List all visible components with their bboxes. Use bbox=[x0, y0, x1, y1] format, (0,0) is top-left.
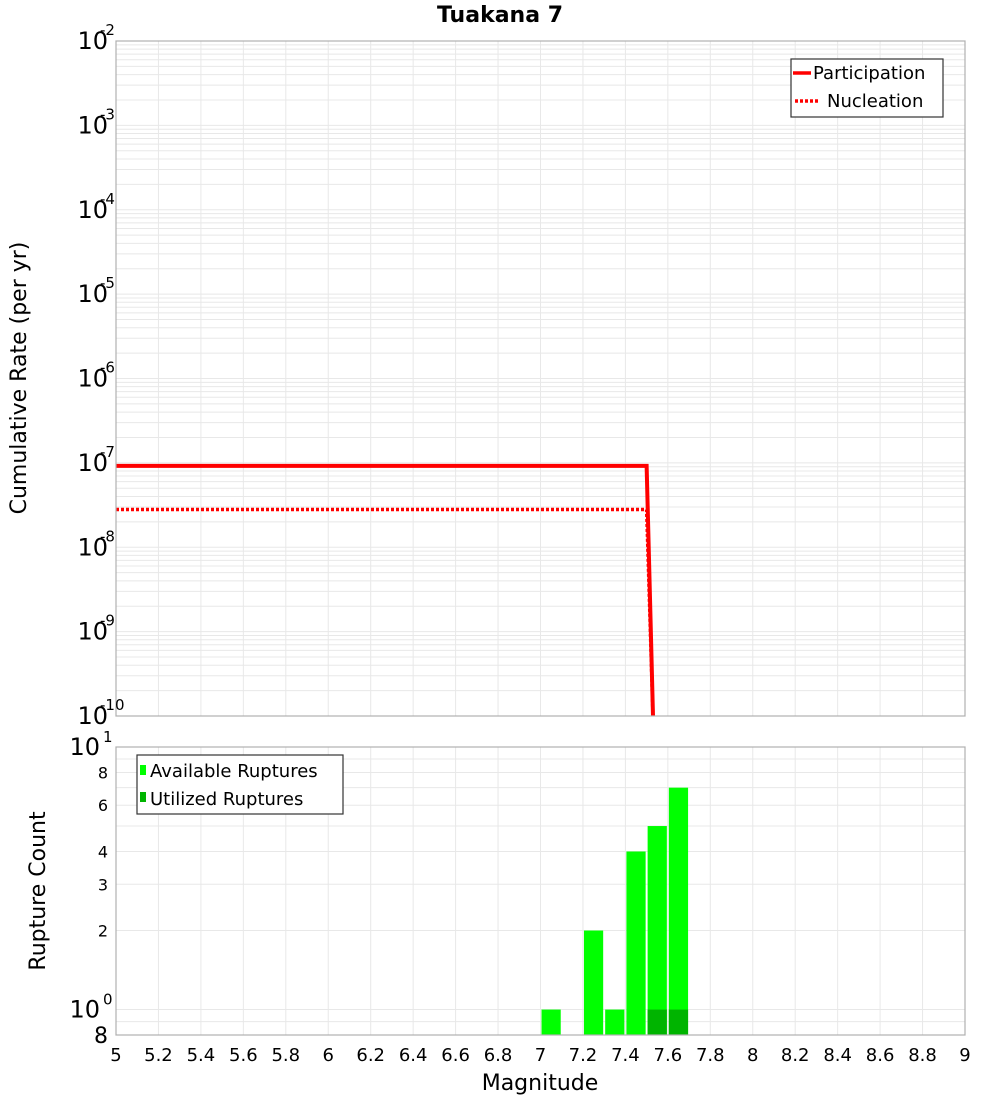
x-tick-label: 7 bbox=[535, 1045, 546, 1066]
count-plot-bars bbox=[542, 788, 689, 1035]
x-tick-label: 5.2 bbox=[144, 1045, 173, 1066]
nucleation-line bbox=[116, 510, 653, 716]
utilized-legend-label: Utilized Ruptures bbox=[150, 789, 303, 810]
svg-text:-6: -6 bbox=[100, 359, 115, 377]
participation-legend-label: Participation bbox=[813, 63, 925, 84]
available-ruptures-bar bbox=[626, 851, 645, 1035]
x-axis-label: Magnitude bbox=[482, 1071, 599, 1096]
svg-text:4: 4 bbox=[98, 842, 108, 861]
svg-text:2: 2 bbox=[98, 922, 108, 941]
x-tick-label: 7.8 bbox=[696, 1045, 725, 1066]
y-tick-label: 10-9 bbox=[77, 612, 115, 646]
chart-canvas: Tuakana 7 10-210-310-410-510-610-710-810… bbox=[0, 0, 1000, 1100]
x-tick-label: 6.8 bbox=[484, 1045, 513, 1066]
rate-plot-grid bbox=[116, 41, 965, 716]
svg-text:8: 8 bbox=[98, 763, 108, 782]
svg-text:-2: -2 bbox=[100, 21, 115, 39]
available-legend-label: Available Ruptures bbox=[150, 761, 318, 782]
utilized-legend-swatch bbox=[140, 792, 146, 802]
svg-text:1: 1 bbox=[103, 728, 113, 746]
svg-text:-7: -7 bbox=[100, 443, 115, 461]
x-tick-label: 5.6 bbox=[229, 1045, 258, 1066]
x-tick-label: 7.6 bbox=[654, 1045, 683, 1066]
count-plot-legend: Available Ruptures Utilized Ruptures bbox=[137, 755, 343, 814]
x-tick-label: 5 bbox=[110, 1045, 121, 1066]
x-tick-label: 8.4 bbox=[823, 1045, 852, 1066]
x-tick-label: 8.2 bbox=[781, 1045, 810, 1066]
count-plot-y-label: Rupture Count bbox=[26, 811, 51, 971]
svg-text:10: 10 bbox=[69, 996, 100, 1024]
y-tick-label: 2 bbox=[98, 922, 108, 941]
available-legend-swatch bbox=[140, 765, 146, 775]
y-tick-label: 10-7 bbox=[77, 443, 115, 477]
x-tick-label: 5.8 bbox=[271, 1045, 300, 1066]
y-tick-label: 10-10 bbox=[77, 696, 124, 730]
x-tick-label: 6.2 bbox=[356, 1045, 385, 1066]
svg-text:3: 3 bbox=[98, 875, 108, 894]
svg-text:6: 6 bbox=[98, 796, 108, 815]
x-tick-label: 7.2 bbox=[569, 1045, 598, 1066]
x-tick-label: 6 bbox=[323, 1045, 334, 1066]
y-tick-label: 10-5 bbox=[77, 274, 115, 308]
svg-text:-8: -8 bbox=[100, 527, 115, 545]
y-tick-label: 10-3 bbox=[77, 105, 115, 139]
rate-plot-y-ticks: 10-2 10-3 10-4 10-5 10-6 10-7 10-8 10-9 10-10 bbox=[77, 21, 124, 730]
y-tick-label: 8 bbox=[94, 1024, 108, 1049]
x-tick-label: 9 bbox=[959, 1045, 970, 1066]
x-tick-label: 5.4 bbox=[187, 1045, 216, 1066]
y-tick-label: 101 bbox=[69, 728, 112, 761]
y-tick-label: 10-4 bbox=[77, 190, 115, 224]
nucleation-legend-label: Nucleation bbox=[827, 91, 923, 112]
available-ruptures-bar bbox=[542, 1010, 561, 1035]
chart-title: Tuakana 7 bbox=[437, 3, 563, 28]
available-ruptures-bar bbox=[605, 1010, 624, 1035]
utilized-ruptures-bar bbox=[669, 1010, 688, 1035]
rate-plot-legend: Participation Nucleation bbox=[791, 59, 943, 117]
svg-text:-3: -3 bbox=[100, 105, 115, 123]
x-axis-ticks: 5 5.2 5.4 5.6 5.8 6 6.2 6.4 6.6 6.8 7 7.2 7.4 7.6 7.8 8… bbox=[110, 1045, 970, 1066]
y-tick-label: 6 bbox=[98, 796, 108, 815]
y-tick-label: 10-6 bbox=[77, 359, 115, 393]
y-tick-label: 10-2 bbox=[77, 21, 115, 55]
y-tick-label: 10-8 bbox=[77, 527, 115, 561]
svg-text:8: 8 bbox=[94, 1024, 108, 1049]
x-tick-label: 6.6 bbox=[441, 1045, 470, 1066]
svg-text:10: 10 bbox=[69, 733, 100, 761]
x-tick-label: 6.4 bbox=[399, 1045, 428, 1066]
utilized-ruptures-bar bbox=[648, 1010, 667, 1035]
y-tick-label: 8 bbox=[98, 763, 108, 782]
svg-text:-4: -4 bbox=[100, 190, 115, 208]
y-tick-label: 3 bbox=[98, 875, 108, 894]
rate-plot-y-label: Cumulative Rate (per yr) bbox=[7, 242, 32, 515]
svg-text:0: 0 bbox=[103, 991, 113, 1009]
rate-plot: 10-2 10-3 10-4 10-5 10-6 10-7 10-8 10-9 10-10 Cu… bbox=[7, 21, 965, 730]
y-tick-label: 4 bbox=[98, 842, 108, 861]
count-plot-y-ticks: 101864321008 bbox=[69, 728, 112, 1049]
available-ruptures-bar bbox=[648, 826, 667, 1035]
available-ruptures-bar bbox=[669, 788, 688, 1035]
svg-text:-10: -10 bbox=[100, 696, 125, 714]
count-plot: 101864321008 55.25.45.65.866.26.46.66.87… bbox=[26, 728, 971, 1096]
available-ruptures-bar bbox=[584, 931, 603, 1035]
y-tick-label: 100 bbox=[69, 991, 112, 1024]
x-tick-label: 8.8 bbox=[908, 1045, 937, 1066]
svg-text:-9: -9 bbox=[100, 612, 115, 630]
svg-text:-5: -5 bbox=[100, 274, 115, 292]
x-tick-label: 8.6 bbox=[866, 1045, 895, 1066]
x-tick-label: 7.4 bbox=[611, 1045, 640, 1066]
x-tick-label: 8 bbox=[747, 1045, 758, 1066]
